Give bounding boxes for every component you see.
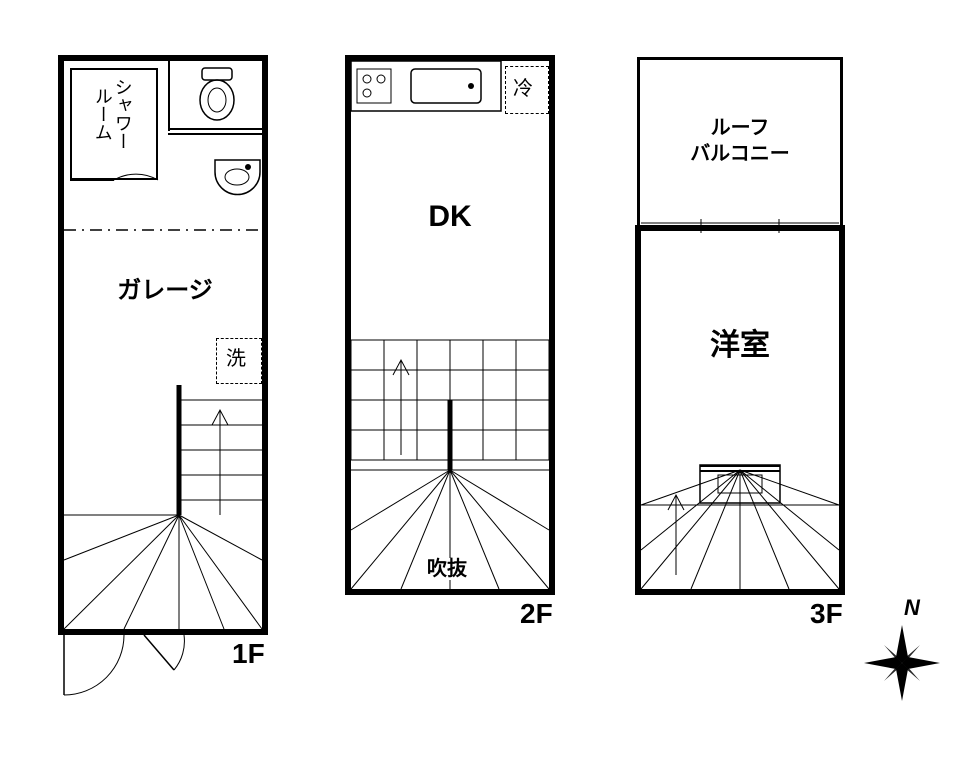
basin-icon xyxy=(210,155,265,200)
shower-room-label: シャワー ルーム xyxy=(92,78,132,150)
shower-door-icon xyxy=(70,180,158,200)
f1-wc-shelf xyxy=(168,128,262,130)
balcony-label: ルーフ バルコニー xyxy=(670,115,810,167)
floor-3-label: 3F xyxy=(810,598,843,630)
fridge-label: 冷 xyxy=(513,78,533,100)
garage-label: ガレージ xyxy=(90,270,240,305)
entry-door-icon xyxy=(64,635,184,705)
western-room-label: 洋室 xyxy=(690,320,790,364)
dk-label: DK xyxy=(410,200,490,234)
f1-wc-wall xyxy=(168,61,170,131)
stairs-f1-icon xyxy=(64,385,262,629)
floor-1-label: 1F xyxy=(232,638,265,670)
kitchen-counter-icon xyxy=(351,61,501,115)
f3-sliding-door-icon xyxy=(641,219,839,233)
floor-2-label: 2F xyxy=(520,598,553,630)
washer-label: 洗 xyxy=(226,348,246,370)
stairs-f3-icon xyxy=(641,450,839,589)
floorplan-canvas: シャワー ルーム ガレージ 洗 xyxy=(0,0,960,766)
toilet-icon xyxy=(192,66,242,126)
stairs-f2-icon xyxy=(351,340,549,589)
compass-n-label: N xyxy=(904,596,920,620)
void-label: 吹抜 xyxy=(425,558,469,580)
compass-icon: N xyxy=(862,600,942,710)
f1-partition-dashdot xyxy=(64,228,262,232)
